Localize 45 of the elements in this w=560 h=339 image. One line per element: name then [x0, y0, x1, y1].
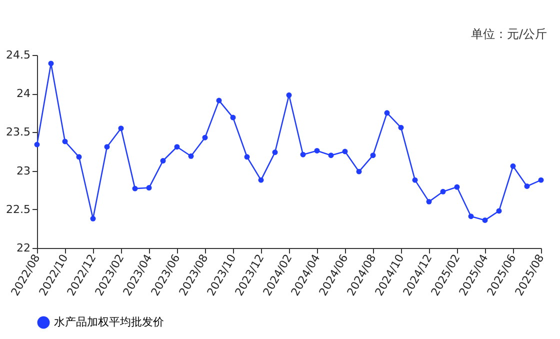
- point: [314, 148, 320, 154]
- point: [258, 177, 264, 183]
- point: [510, 163, 516, 169]
- point: [104, 144, 110, 150]
- legend-label: 水产品加权平均批发价: [54, 316, 164, 328]
- point: [538, 177, 544, 183]
- point: [202, 134, 208, 140]
- y-tick-label: 23: [16, 164, 30, 178]
- point: [174, 144, 180, 150]
- point: [370, 152, 376, 158]
- point: [244, 154, 250, 160]
- point: [272, 150, 278, 156]
- point: [216, 98, 222, 104]
- point: [230, 114, 236, 120]
- point: [496, 208, 502, 214]
- y-tick-label: 22.5: [6, 202, 30, 216]
- point: [146, 185, 152, 191]
- point: [454, 184, 460, 190]
- point: [426, 198, 432, 204]
- y-tick-label: 22: [16, 242, 30, 254]
- point: [132, 186, 138, 192]
- point: [188, 153, 194, 159]
- point: [356, 168, 362, 174]
- point: [76, 154, 82, 160]
- point: [524, 184, 530, 189]
- point: [398, 124, 404, 130]
- point: [412, 177, 418, 183]
- point: [328, 152, 334, 158]
- point: [440, 188, 446, 194]
- point: [48, 60, 54, 66]
- point: [90, 216, 96, 222]
- point: [160, 158, 166, 164]
- point: [384, 110, 390, 116]
- point: [300, 152, 306, 158]
- point: [62, 138, 68, 144]
- point: [118, 126, 124, 132]
- point: [286, 92, 292, 98]
- text: 单位：元/公斤: [470, 27, 547, 41]
- point: [482, 217, 488, 223]
- y-tick-label: 24: [16, 87, 30, 100]
- point: [468, 214, 474, 220]
- point: [34, 142, 40, 148]
- point: [342, 148, 348, 154]
- y-tick-label: 23.5: [6, 126, 30, 139]
- y-tick-label: 24.5: [6, 48, 30, 62]
